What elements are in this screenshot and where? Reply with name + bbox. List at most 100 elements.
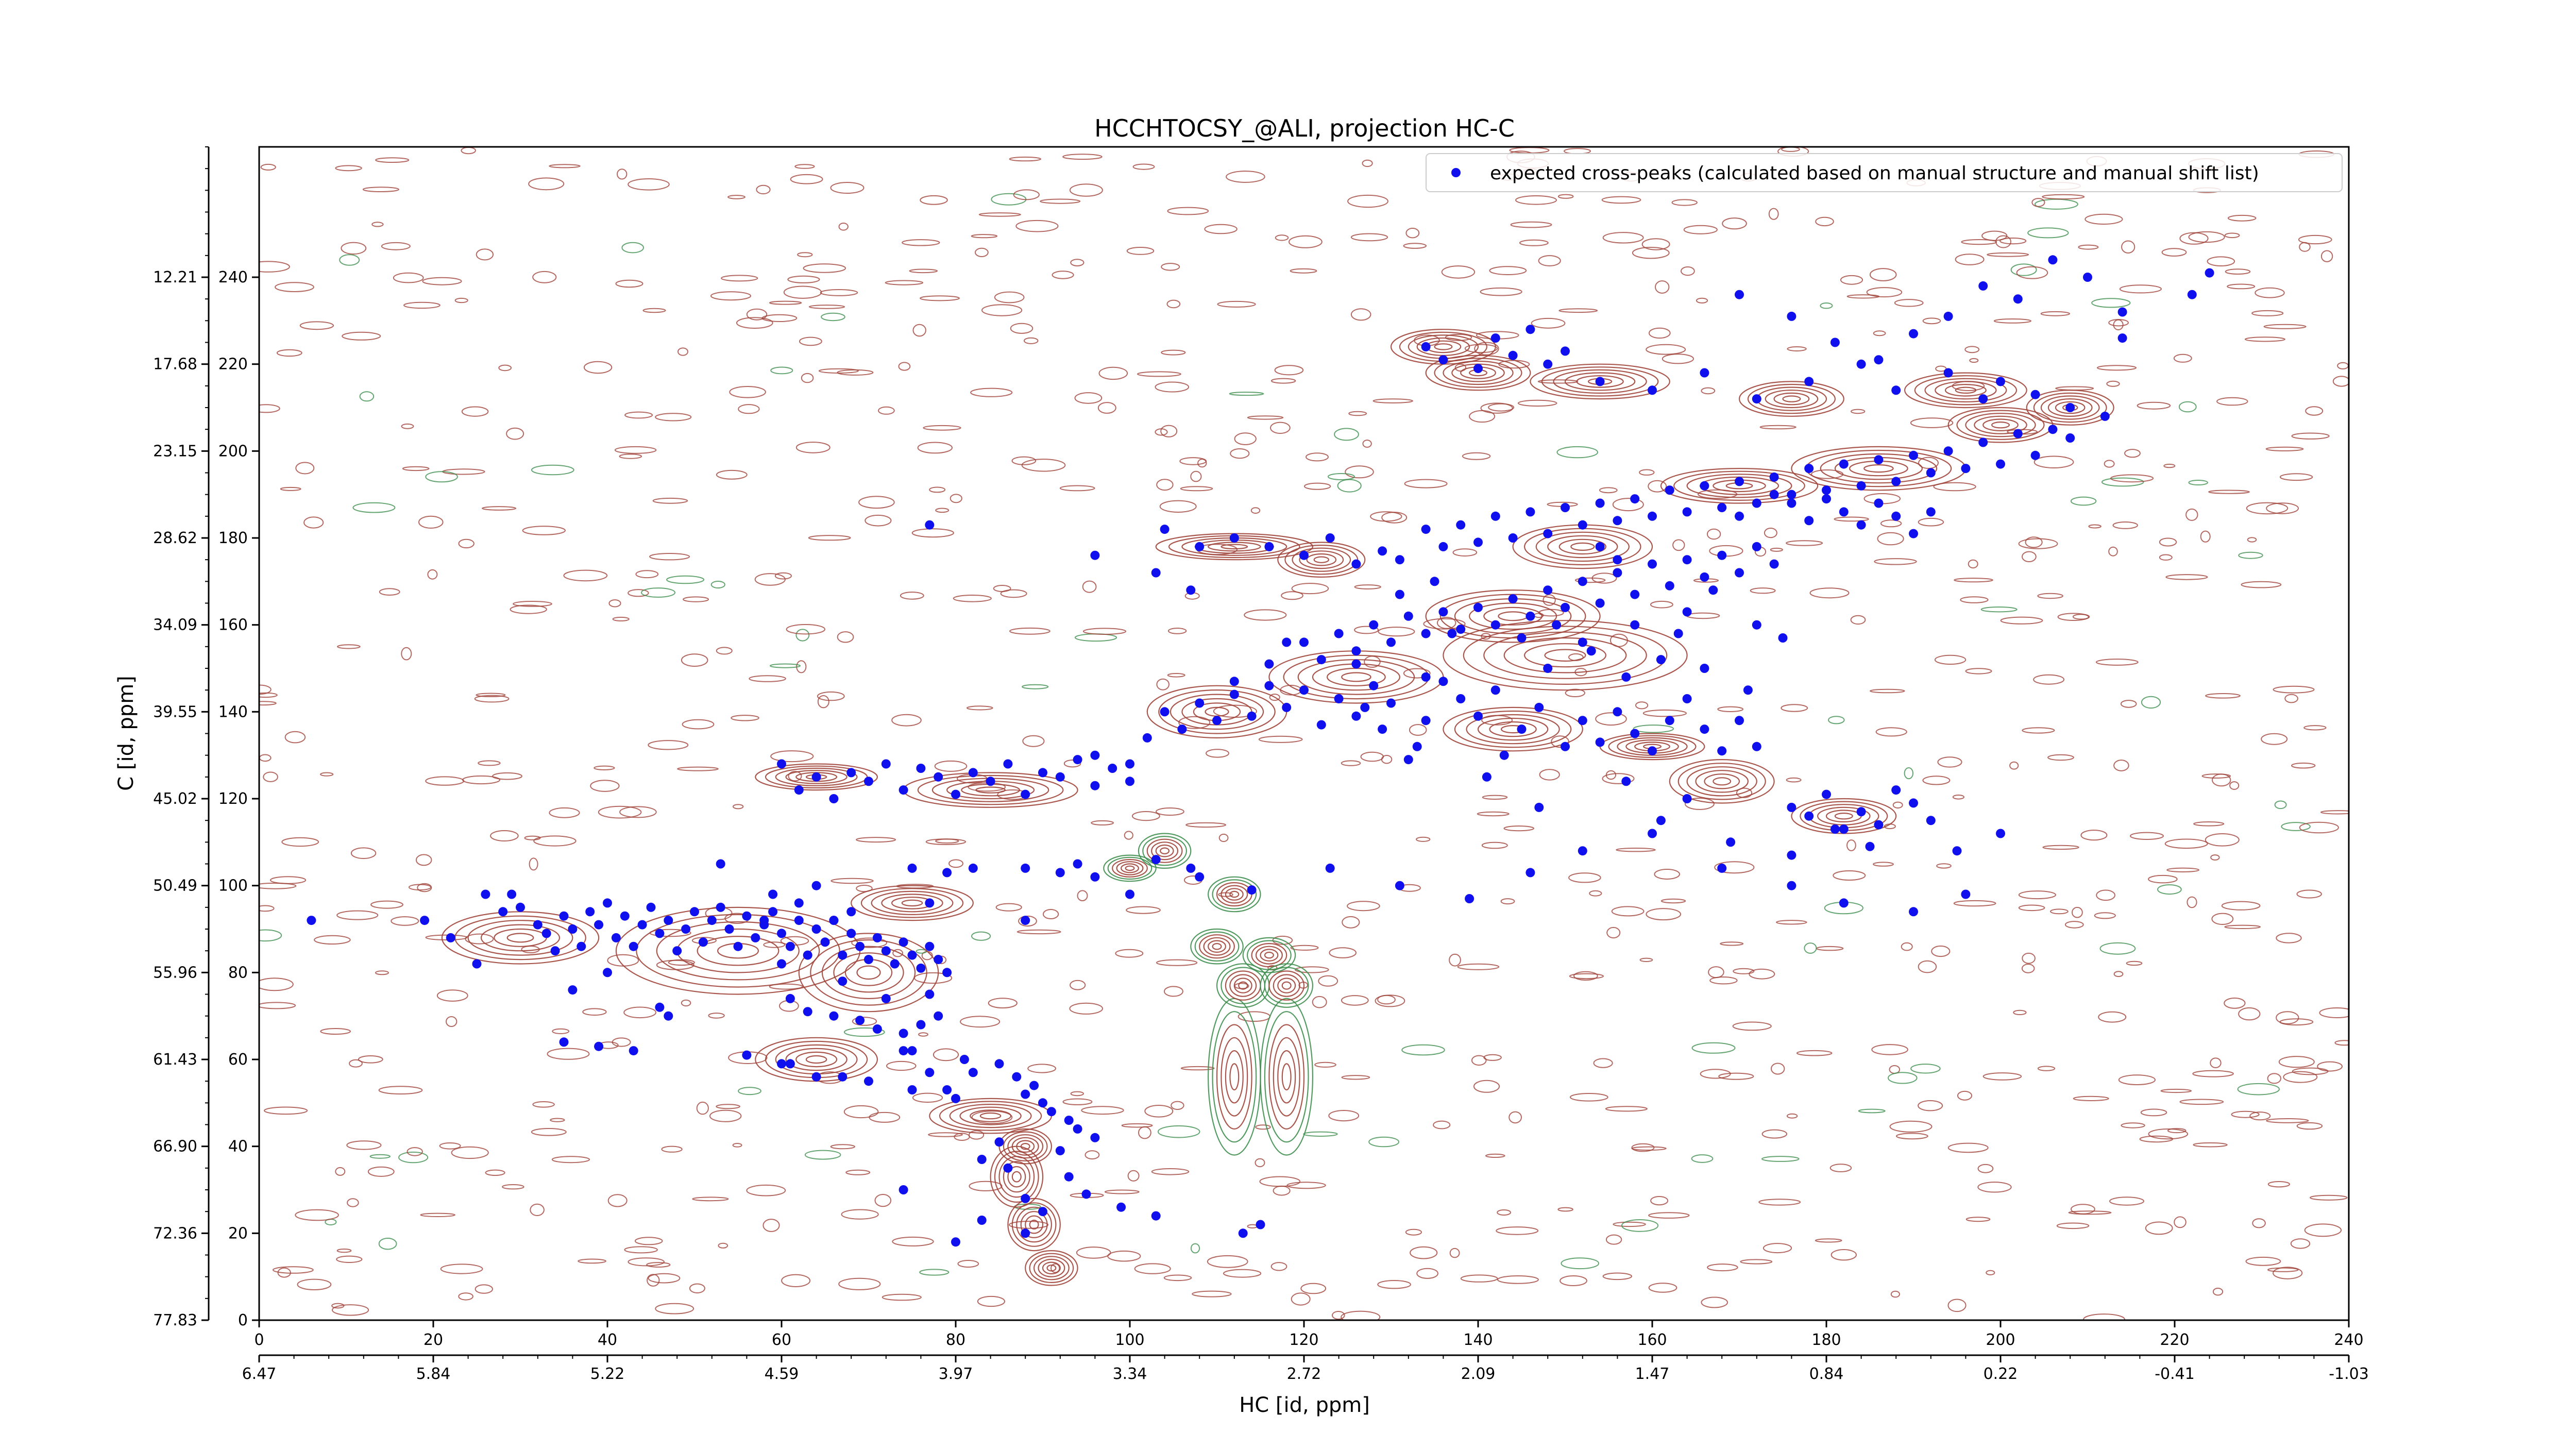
noise-contour [696,1101,709,1115]
noise-contour [2317,1061,2343,1072]
cross-peak-marker [1395,555,1404,565]
peak-contour [1669,759,1775,804]
cross-peak-marker [1195,872,1205,882]
cross-peak-marker [1787,311,1797,321]
cross-peak-marker [550,946,560,956]
noise-contour [2251,310,2284,316]
cross-peak-marker [1195,542,1205,551]
noise-contour [770,663,801,668]
cross-peak-marker [1630,589,1640,599]
noise-contour [709,1109,742,1122]
cross-peak-marker [1508,594,1518,604]
peak-contour [2026,390,2114,426]
cross-peak-marker [1125,759,1134,769]
noise-contour [1691,1154,1714,1163]
noise-contour [808,305,845,309]
noise-contour [831,878,874,884]
cross-peak-marker [811,1072,821,1082]
noise-contour [2273,685,2315,694]
y-tick-label: 60 [228,1051,248,1069]
noise-contour [1936,863,1952,869]
peak-contour [1425,355,1531,391]
cross-peak-marker [1769,472,1779,482]
y-tick-label: 240 [218,268,248,287]
noise-contour [1829,1164,1852,1172]
noise-contour [260,163,276,171]
cross-peak-marker [1055,868,1065,878]
cross-peak-marker [1430,577,1439,586]
noise-contour [2266,502,2299,514]
noise-contour [1910,1064,1941,1074]
noise-contour [594,765,615,771]
cross-peak-marker [1648,559,1657,569]
noise-contour [912,1092,943,1103]
cross-peak-marker [1247,885,1257,895]
cross-peak-marker [1787,850,1797,860]
noise-contour [1350,233,1388,242]
noise-contour [900,592,924,600]
peak-contour [871,890,954,916]
noise-contour [1851,409,1866,414]
peak-contour [1229,890,1240,898]
cross-peak-marker [1787,498,1797,508]
noise-contour [1683,225,1718,234]
noise-contour [1410,1246,1438,1259]
noise-contour [1160,425,1178,437]
peak-contour [1277,1050,1296,1104]
noise-contour [1655,280,1670,294]
cross-peak-marker [1543,585,1553,595]
cross-peak-marker [585,907,595,917]
cross-peak-marker [1613,555,1622,565]
noise-contour [2027,227,2069,239]
x-ppm-tick-label: 4.59 [765,1365,799,1383]
peak-contour [1273,1037,1300,1117]
noise-contour [2320,810,2349,815]
cross-peak-marker [1055,772,1065,782]
noise-contour [801,373,814,383]
noise-contour [2071,1204,2095,1215]
noise-contour [2207,256,2235,267]
noise-contour [2124,449,2141,458]
cross-peak-marker [733,941,743,951]
noise-contour [1337,479,1362,493]
noise-contour [1602,1272,1633,1280]
noise-contour [506,427,524,440]
noise-contour [352,502,396,513]
cross-peak-marker [1839,459,1849,469]
noise-contour [533,835,577,847]
peak-contour [998,1156,1035,1198]
noise-contour [929,486,946,493]
noise-contour [1569,973,1604,980]
noise-contour [795,629,810,642]
peak-contour [1820,453,1938,484]
noise-contour [1489,266,1527,275]
cross-peak-marker [1090,550,1100,560]
cross-peak-marker [1351,711,1361,721]
cross-peak-marker [794,916,804,925]
cross-peak-marker [577,941,586,951]
noise-contour [1404,479,1448,488]
cross-peak-marker [1578,846,1587,856]
cross-peak-marker [1682,607,1692,617]
noise-contour [1565,688,1586,698]
cross-peak-marker [1186,585,1196,595]
cross-peak-marker [977,1216,987,1225]
cross-peak-marker [1526,325,1535,334]
peak-contour [1713,777,1732,786]
noise-contour [689,1283,705,1294]
cross-peak-marker [1752,620,1761,630]
noise-contour [608,599,621,608]
noise-contour [590,780,620,792]
noise-contour [1722,217,1747,230]
cross-peak-marker [1787,881,1797,890]
noise-contour [1955,254,1985,265]
noise-contour [1441,265,1476,279]
noise-contour [746,308,768,321]
cross-peak-marker [777,759,786,769]
noise-contour [2121,240,2136,254]
noise-contour [2091,298,2131,308]
noise-contour [1347,194,1388,208]
y-tick-label: 200 [218,442,248,460]
noise-contour [1070,259,1084,266]
cross-peak-marker [968,1068,978,1077]
